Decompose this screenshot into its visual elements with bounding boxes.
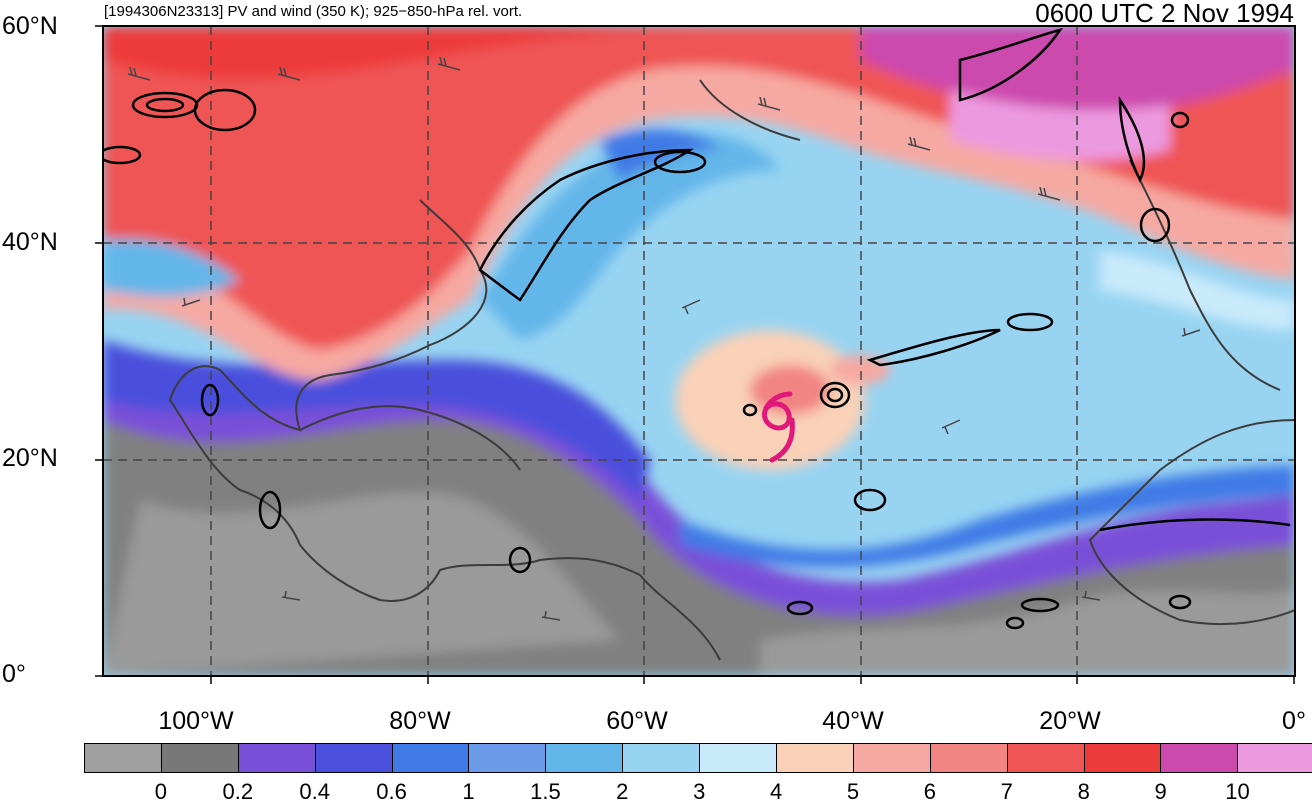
colorbar-box <box>392 744 470 772</box>
pv-colorbar <box>84 743 1312 773</box>
colorbar-tick-label: 9 <box>1154 779 1167 804</box>
colorbar-tick-label: 0 <box>154 779 168 804</box>
map-frame <box>102 25 1296 677</box>
colorbar-tick-label: 4 <box>769 779 783 804</box>
lat-label-0: 0° <box>2 660 26 688</box>
lon-label-0: 0° <box>1282 707 1306 735</box>
colorbar-tick-label: 5 <box>846 779 860 804</box>
figure-subtitle: [1994306N23313] PV and wind (350 K); 925… <box>104 3 523 20</box>
colorbar-tick-label: 6 <box>923 779 937 804</box>
map-field-layer <box>103 26 1295 676</box>
lon-label-80w: 80°W <box>389 707 451 735</box>
colorbar-box <box>1238 744 1312 772</box>
lat-label-60n: 60°N <box>2 12 58 40</box>
lon-label-20w: 20°W <box>1039 707 1101 735</box>
colorbar-box <box>1007 744 1085 772</box>
lon-label-40w: 40°W <box>822 707 884 735</box>
colorbar-tick-label: 1 <box>462 779 475 804</box>
colorbar-box <box>238 744 316 772</box>
map-gridlines <box>103 26 1295 676</box>
colorbar-box <box>1084 744 1162 772</box>
lon-label-100w: 100°W <box>158 707 234 735</box>
colorbar-box <box>623 744 701 772</box>
colorbar-box <box>777 744 854 772</box>
colorbar-tick-label: 0.4 <box>299 779 330 804</box>
lat-label-20n: 20°N <box>2 444 58 472</box>
colorbar-tick-label: 3 <box>693 779 706 804</box>
colorbar-tick-label: 2 <box>616 779 629 804</box>
colorbar-box <box>853 744 931 772</box>
colorbar-box <box>469 744 547 772</box>
colorbar-box <box>930 744 1008 772</box>
colorbar-box <box>1161 744 1239 772</box>
colorbar-box <box>700 744 778 772</box>
colorbar-box <box>161 744 239 772</box>
wind-barbs <box>127 56 1201 621</box>
colorbar-tick-label: 8 <box>1077 779 1090 804</box>
lon-label-60w: 60°W <box>606 707 668 735</box>
figure-datetime: 0600 UTC 2 Nov 1994 <box>1035 0 1294 28</box>
colorbar-tick-label: 7 <box>1000 779 1013 804</box>
lat-label-40n: 40°N <box>2 228 58 256</box>
vorticity-contours <box>103 28 1291 630</box>
colorbar-box <box>85 744 162 772</box>
colorbar-tick-label: 0.2 <box>222 779 254 804</box>
colorbar-box <box>315 744 393 772</box>
axis-ticks <box>95 25 1295 684</box>
colorbar-tick-label: 10 <box>1225 779 1250 804</box>
coastlines <box>168 79 1295 661</box>
colorbar-tick-label: 0.6 <box>376 779 407 804</box>
colorbar-box <box>546 744 624 772</box>
tropical-cyclone-symbol <box>762 391 795 463</box>
colorbar-tick-label: 1.5 <box>530 779 561 804</box>
pv-shading <box>103 26 1295 676</box>
